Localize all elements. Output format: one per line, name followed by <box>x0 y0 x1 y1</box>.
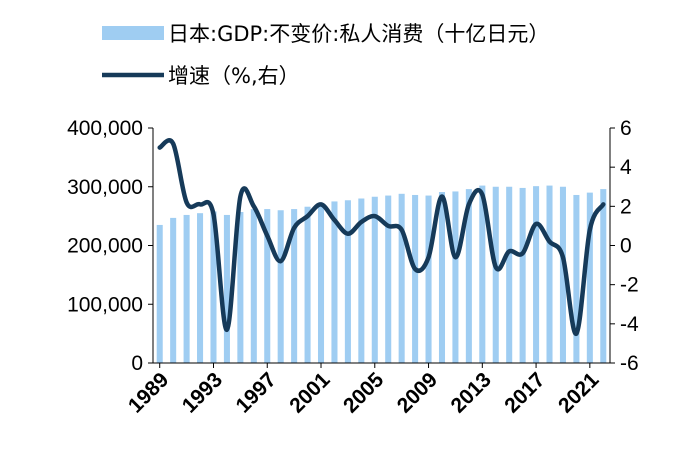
bar <box>371 196 378 363</box>
legend: 日本:GDP:不变价:私人消费（十亿日元） 增速（%,右） <box>102 22 549 88</box>
bar <box>425 195 432 363</box>
bar <box>519 187 526 363</box>
left-tick-label: 0 <box>131 352 143 375</box>
x-tick-label: 1989 <box>124 368 173 417</box>
left-tick-label: 200,000 <box>67 235 143 258</box>
axes <box>152 128 611 364</box>
x-tick-label: 1993 <box>178 368 227 417</box>
right-tick-label: 2 <box>620 195 632 218</box>
x-axis-ticks: 1989 1993 1997 2001 2005 2009 2013 2017 2021 <box>124 363 604 418</box>
x-tick-label: 1997 <box>231 368 280 417</box>
bar <box>385 195 392 363</box>
bar <box>452 191 459 363</box>
legend-swatch-bar <box>102 26 164 40</box>
bar <box>250 209 257 363</box>
bar <box>506 186 513 363</box>
bar <box>412 194 419 363</box>
bar <box>331 201 338 363</box>
left-tick-label: 300,000 <box>67 176 143 199</box>
right-tick-label: 4 <box>620 156 632 179</box>
bar <box>573 194 580 363</box>
bar-series <box>156 185 607 363</box>
growth-line <box>157 138 606 336</box>
bar <box>304 206 311 363</box>
bar <box>358 198 365 363</box>
bar <box>492 186 499 363</box>
bar <box>533 186 540 363</box>
bar <box>156 224 163 363</box>
bar <box>223 214 230 363</box>
bar <box>438 192 446 363</box>
x-tick-label: 2001 <box>285 368 335 418</box>
right-tick-label: -4 <box>620 313 639 336</box>
x-tick-label: 2017 <box>500 368 549 417</box>
right-tick-label: -2 <box>620 274 639 297</box>
legend-label-line: 增速（%,右） <box>168 64 300 88</box>
bar <box>600 189 607 363</box>
right-axis-ticks: -6 -4 -2 0 2 4 6 <box>610 117 639 375</box>
x-tick-label: 2009 <box>393 368 442 417</box>
bar <box>586 192 593 363</box>
bar <box>344 200 351 363</box>
bar <box>264 209 271 363</box>
bar <box>465 189 472 363</box>
legend-label-bar: 日本:GDP:不变价:私人消费（十亿日元） <box>168 22 549 46</box>
right-tick-label: -6 <box>620 352 639 375</box>
right-tick-label: 6 <box>620 117 632 140</box>
bar <box>277 210 284 363</box>
left-tick-label: 400,000 <box>67 117 143 140</box>
bar <box>237 212 244 363</box>
bar <box>170 217 177 363</box>
bar <box>479 185 486 363</box>
bar <box>398 193 405 363</box>
right-tick-label: 0 <box>620 235 632 258</box>
bar <box>210 211 217 363</box>
bar <box>546 185 553 363</box>
left-tick-label: 100,000 <box>67 293 143 316</box>
x-tick-label: 2005 <box>339 368 389 418</box>
bar <box>197 213 204 363</box>
left-axis-ticks: 0 100,000 200,000 300,000 400,000 <box>67 117 153 375</box>
x-tick-label: 2021 <box>554 368 604 418</box>
x-tick-label: 2013 <box>447 368 496 417</box>
bar <box>291 209 298 363</box>
bar <box>317 203 325 363</box>
bar <box>183 214 190 363</box>
bar <box>559 186 566 363</box>
